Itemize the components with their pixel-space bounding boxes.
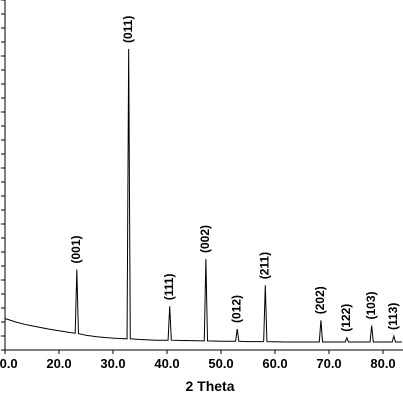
xrd-line [4,48,402,343]
peak-label: (103) [364,291,378,319]
peak-label: (012) [229,295,243,323]
peak-label: (002) [198,225,212,253]
peak-label: (202) [313,286,327,314]
x-tick-label: 40.0 [154,356,179,371]
x-axis-title: 2 Theta [185,378,234,394]
peak-label: (011) [121,16,135,43]
peak-label: (211) [257,252,271,279]
peak-label: (113) [386,303,400,330]
x-tick-label: 80.0 [370,356,395,371]
x-tick-label: 30.0 [100,356,125,371]
peak-label: (001) [69,235,83,263]
x-tick-label: 10.0 [0,356,18,371]
plot: 10.0 20.0 30.0 40.0 50.0 60.0 70.0 80.0 (001) (01… [0,0,403,371]
x-tick-label: 50.0 [208,356,233,371]
x-tick-label: 70.0 [316,356,341,371]
peak-label: (122) [339,304,353,332]
x-tick-label: 60.0 [262,356,287,371]
x-tick-label: 20.0 [46,356,71,371]
peak-label: (111) [162,274,176,301]
